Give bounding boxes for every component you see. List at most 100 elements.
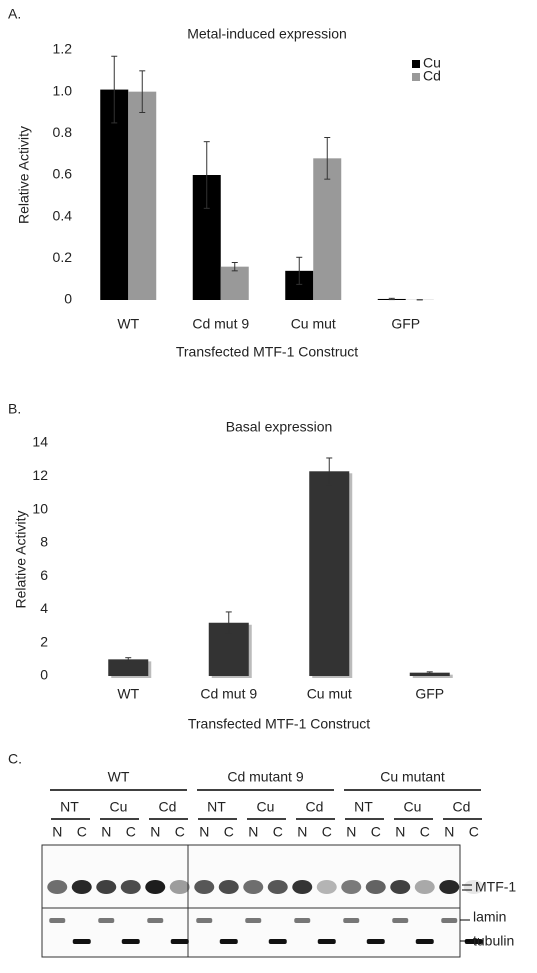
x-tick-label: GFP (391, 316, 420, 332)
blot-band (96, 880, 116, 894)
treatment-label: NT (207, 799, 226, 815)
blot-band (47, 880, 67, 894)
fraction-label: N (297, 824, 307, 840)
band-label: MTF-1 (475, 879, 516, 895)
blot-band (73, 939, 91, 944)
x-tick-label: GFP (415, 686, 444, 702)
panel-label: A. (8, 6, 21, 22)
y-tick-label: 0 (64, 291, 72, 307)
fraction-label: N (199, 824, 209, 840)
treatment-label: Cu (257, 799, 275, 815)
y-tick-label: 1.2 (53, 41, 73, 57)
blot-band (219, 880, 239, 894)
blot-band (72, 880, 92, 894)
panel-label: C. (8, 751, 22, 767)
blot-band (441, 918, 457, 923)
treatment-label: Cu (404, 799, 422, 815)
group-label: Cu mutant (380, 769, 445, 785)
fraction-label: N (52, 824, 62, 840)
fraction-label: C (224, 824, 234, 840)
treatment-label: NT (60, 799, 79, 815)
y-tick-label: 0.4 (53, 207, 73, 223)
y-tick-label: 8 (40, 534, 48, 550)
blot-band (147, 918, 163, 923)
blot-band (343, 918, 359, 923)
group-label: Cd mutant 9 (227, 769, 303, 785)
blot-band (439, 880, 459, 894)
fraction-label: N (395, 824, 405, 840)
bar (128, 92, 156, 300)
legend-swatch (412, 60, 420, 68)
legend-label: Cd (423, 68, 441, 84)
blot-band (366, 880, 386, 894)
treatment-label: Cu (110, 799, 128, 815)
x-tick-label: Cd mut 9 (192, 316, 249, 332)
blot-band (196, 918, 212, 923)
blot-frame (42, 845, 460, 957)
chart-title: Basal expression (226, 419, 333, 435)
y-axis-label: Relative Activity (13, 510, 29, 608)
x-tick-label: WT (117, 686, 139, 702)
blot-band (98, 918, 114, 923)
fraction-label: N (444, 824, 454, 840)
treatment-label: NT (354, 799, 373, 815)
blot-band (317, 880, 337, 894)
blot-band (122, 939, 140, 944)
group-label: WT (108, 769, 130, 785)
y-tick-label: 12 (32, 467, 48, 483)
blot-band (367, 939, 385, 944)
blot-band (390, 880, 410, 894)
blot-band (268, 880, 288, 894)
blot-band (121, 880, 141, 894)
y-tick-label: 6 (40, 567, 48, 583)
fraction-label: C (469, 824, 479, 840)
blot-band (145, 880, 165, 894)
y-tick-label: 0 (40, 667, 48, 683)
fraction-label: C (126, 824, 136, 840)
blot-band (171, 939, 189, 944)
fraction-label: N (248, 824, 258, 840)
blot-band (194, 880, 214, 894)
blot-band (292, 880, 312, 894)
fraction-label: C (371, 824, 381, 840)
fraction-label: C (273, 824, 283, 840)
y-tick-label: 4 (40, 600, 48, 616)
chart-title: Metal-induced expression (187, 26, 347, 42)
x-tick-label: Cd mut 9 (200, 686, 257, 702)
blot-band (243, 880, 263, 894)
x-tick-label: Cu mut (307, 686, 352, 702)
y-tick-label: 0.6 (53, 166, 73, 182)
y-axis-label: Relative Activity (16, 126, 32, 224)
fraction-label: N (101, 824, 111, 840)
blot-band (341, 880, 361, 894)
y-tick-label: 1.0 (53, 82, 73, 98)
blot-band (415, 880, 435, 894)
y-tick-label: 2 (40, 633, 48, 649)
treatment-label: Cd (453, 799, 471, 815)
blot-band (220, 939, 238, 944)
band-label: lamin (473, 909, 506, 925)
fraction-label: N (150, 824, 160, 840)
y-tick-label: 0.2 (53, 249, 73, 265)
blot-band (294, 918, 310, 923)
blot-band (269, 939, 287, 944)
bar (108, 659, 148, 676)
blot-band (318, 939, 336, 944)
bar (309, 471, 349, 676)
x-axis-label: Transfected MTF-1 Construct (176, 344, 358, 360)
y-tick-label: 0.8 (53, 124, 73, 140)
blot-band (392, 918, 408, 923)
fraction-label: C (175, 824, 185, 840)
bar (221, 267, 249, 300)
blot-band (170, 880, 190, 894)
band-label: tubulin (473, 933, 514, 949)
fraction-label: N (346, 824, 356, 840)
treatment-label: Cd (159, 799, 177, 815)
blot-band (49, 918, 65, 923)
x-tick-label: WT (117, 316, 139, 332)
y-tick-label: 10 (32, 500, 48, 516)
x-tick-label: Cu mut (291, 316, 336, 332)
treatment-label: Cd (306, 799, 324, 815)
x-axis-label: Transfected MTF-1 Construct (188, 716, 370, 732)
